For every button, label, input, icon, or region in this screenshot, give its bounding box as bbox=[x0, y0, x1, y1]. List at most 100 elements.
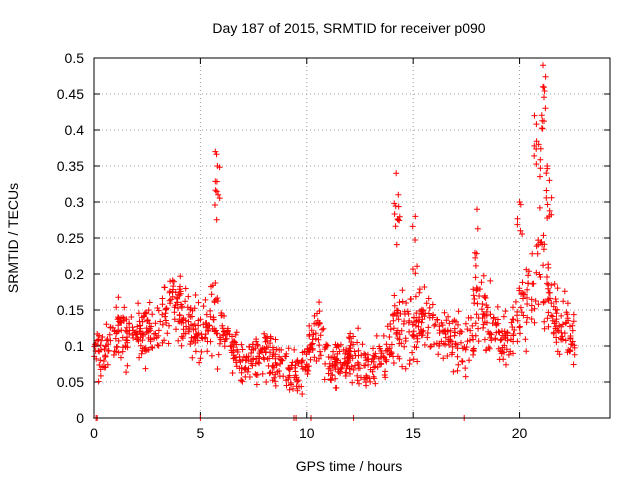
data-point bbox=[538, 125, 545, 132]
data-point bbox=[516, 287, 523, 294]
data-point bbox=[350, 333, 357, 340]
data-point bbox=[305, 363, 312, 370]
data-point bbox=[308, 327, 315, 334]
data-point bbox=[192, 326, 199, 332]
data-point bbox=[388, 341, 395, 348]
data-point bbox=[354, 339, 361, 346]
data-point bbox=[182, 298, 189, 305]
data-point bbox=[164, 330, 171, 337]
data-point bbox=[212, 202, 218, 208]
data-point bbox=[178, 342, 185, 349]
data-point bbox=[308, 341, 315, 348]
data-point bbox=[105, 348, 112, 354]
data-point bbox=[298, 363, 305, 370]
data-point bbox=[248, 350, 255, 356]
data-point bbox=[459, 358, 465, 364]
data-point bbox=[416, 286, 423, 293]
data-point bbox=[520, 312, 527, 319]
data-point bbox=[142, 365, 149, 372]
data-point bbox=[267, 349, 273, 356]
data-point bbox=[210, 314, 217, 321]
data-point bbox=[537, 145, 544, 152]
data-point bbox=[402, 365, 409, 372]
data-point bbox=[540, 62, 546, 69]
data-point bbox=[570, 318, 577, 325]
data-point bbox=[182, 285, 189, 292]
data-point bbox=[470, 336, 477, 343]
data-point bbox=[562, 337, 569, 344]
data-point bbox=[215, 191, 222, 198]
data-point bbox=[135, 300, 142, 307]
data-point bbox=[215, 351, 222, 358]
data-point bbox=[535, 237, 542, 244]
data-point bbox=[466, 357, 473, 364]
data-point bbox=[166, 288, 173, 295]
data-point bbox=[531, 152, 538, 159]
data-point bbox=[98, 337, 105, 344]
data-point bbox=[312, 330, 319, 337]
data-point bbox=[516, 199, 523, 205]
data-point bbox=[543, 170, 550, 177]
data-point bbox=[544, 315, 551, 322]
data-point bbox=[163, 305, 170, 312]
data-point bbox=[315, 336, 322, 343]
data-point bbox=[204, 338, 211, 345]
data-point bbox=[99, 363, 106, 370]
data-point bbox=[469, 322, 476, 329]
data-point bbox=[393, 329, 400, 336]
data-point bbox=[184, 304, 191, 311]
data-point bbox=[439, 322, 446, 329]
data-point bbox=[129, 324, 136, 331]
data-point bbox=[553, 298, 560, 305]
data-point bbox=[229, 370, 236, 376]
chart-title: Day 187 of 2015, SRMTID for receiver p09… bbox=[212, 20, 485, 36]
data-point bbox=[315, 321, 322, 328]
data-point bbox=[145, 346, 152, 353]
data-point bbox=[406, 317, 413, 324]
data-point bbox=[259, 370, 266, 377]
data-point bbox=[532, 298, 539, 304]
data-point bbox=[453, 341, 460, 348]
data-point bbox=[472, 262, 479, 269]
data-point bbox=[382, 347, 389, 354]
data-point bbox=[354, 359, 361, 366]
data-point bbox=[299, 357, 306, 364]
data-point bbox=[233, 329, 240, 336]
data-point bbox=[564, 300, 571, 307]
data-point bbox=[135, 310, 142, 317]
data-point bbox=[399, 298, 406, 305]
data-point bbox=[119, 334, 126, 341]
data-point bbox=[533, 138, 540, 145]
data-point bbox=[523, 348, 530, 355]
data-point bbox=[169, 288, 176, 295]
data-point bbox=[295, 360, 302, 367]
data-point bbox=[486, 331, 493, 338]
data-point bbox=[273, 346, 280, 353]
data-point bbox=[317, 348, 323, 355]
data-point bbox=[177, 283, 183, 290]
data-point bbox=[480, 311, 487, 317]
data-point bbox=[545, 323, 552, 330]
data-point bbox=[551, 281, 558, 287]
data-point bbox=[342, 350, 349, 357]
data-point bbox=[529, 280, 536, 287]
data-point bbox=[126, 320, 133, 327]
data-point bbox=[324, 342, 331, 349]
data-point bbox=[311, 312, 318, 319]
data-point bbox=[440, 355, 447, 362]
data-point bbox=[475, 325, 482, 332]
data-point bbox=[508, 336, 514, 343]
data-point bbox=[531, 305, 538, 312]
data-point bbox=[414, 263, 421, 270]
data-point bbox=[398, 340, 405, 347]
data-point bbox=[533, 243, 540, 250]
data-point bbox=[524, 294, 530, 301]
data-point bbox=[415, 323, 422, 330]
data-point bbox=[514, 215, 521, 222]
data-point bbox=[213, 151, 220, 158]
data-point bbox=[503, 346, 510, 353]
data-point bbox=[102, 353, 109, 360]
data-point bbox=[97, 372, 104, 379]
